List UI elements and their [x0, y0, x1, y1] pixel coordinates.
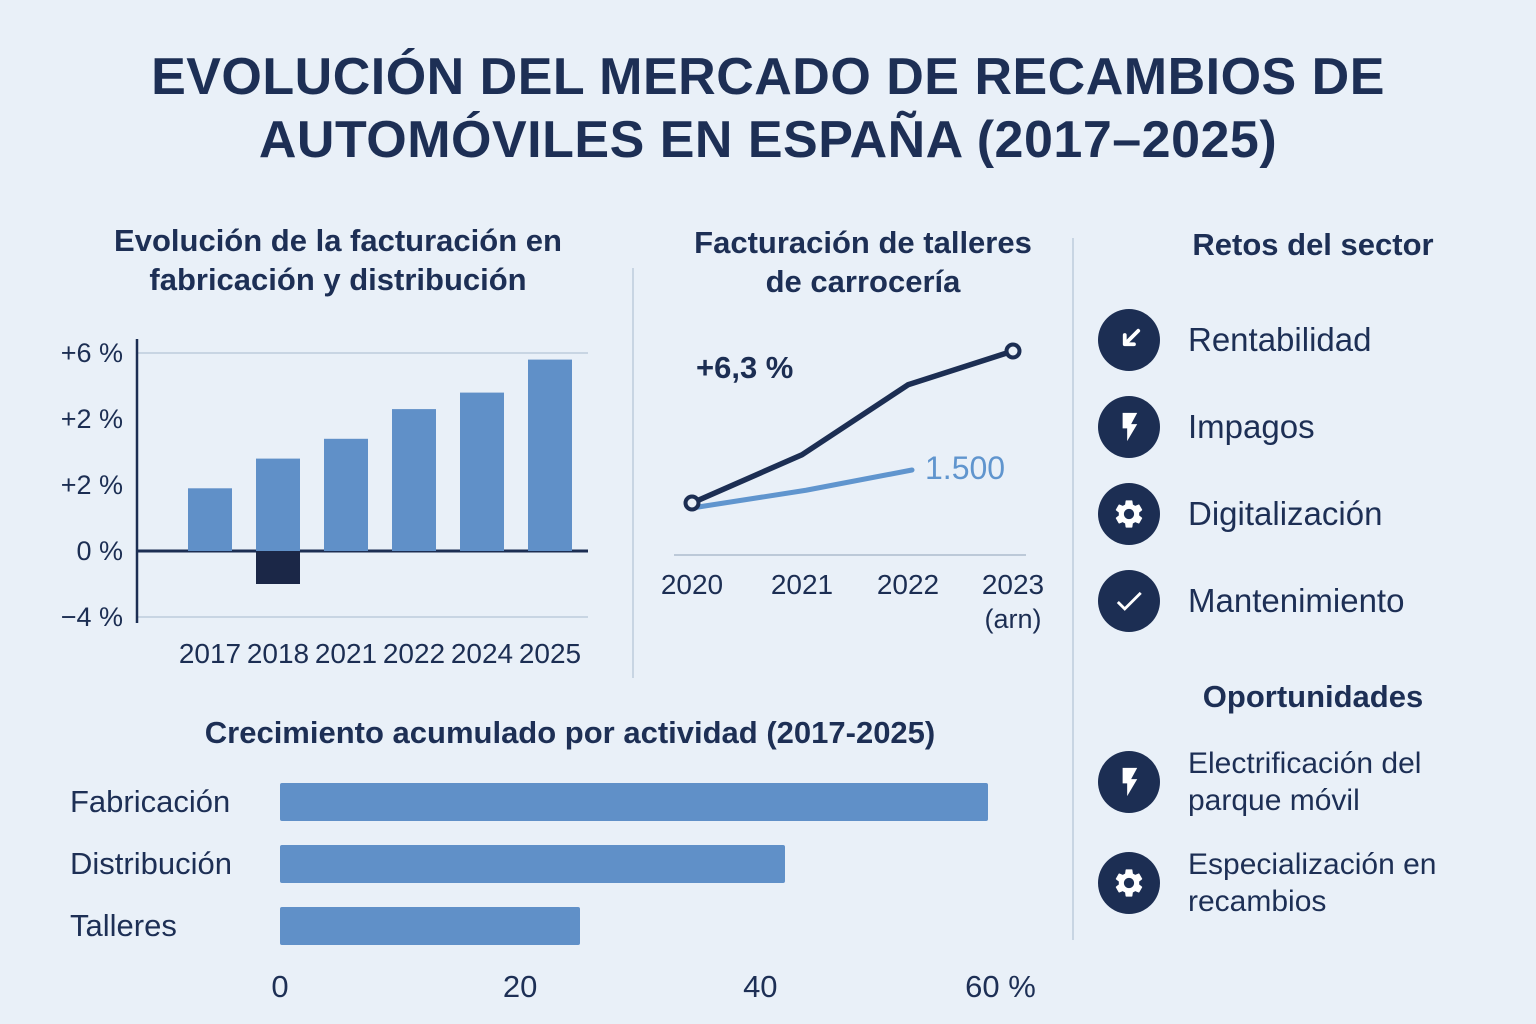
svg-text:2020: 2020	[661, 569, 723, 600]
growth-row: Fabricación	[70, 782, 1070, 821]
svg-text:2023: 2023	[982, 569, 1044, 600]
growth-row-label: Talleres	[70, 907, 177, 943]
sector-item-label: Rentabilidad	[1188, 320, 1372, 358]
sector-item: Mantenimiento	[1098, 569, 1528, 632]
growth-row-track	[280, 844, 1040, 883]
sector-item: Especialización en recambios	[1098, 846, 1528, 921]
svg-text:+6,3 %: +6,3 %	[696, 350, 793, 385]
growth-row-bar	[280, 906, 581, 945]
svg-text:+2 %: +2 %	[61, 470, 123, 500]
bolt-icon	[1098, 395, 1160, 458]
workshops-line-chart: Facturación de talleres de carrocería 20…	[648, 224, 1078, 658]
sector-item-label: Especialización en recambios	[1188, 847, 1437, 919]
page-title: EVOLUCIÓN DEL MERCADO DE RECAMBIOS DE AU…	[151, 48, 1385, 170]
growth-ticks: 0 20 40 60 %	[271, 968, 1040, 1011]
sector-item-label: Digitalización	[1188, 494, 1383, 532]
growth-row-track	[280, 906, 1040, 945]
sector-item-label: Electrificación del parque móvil	[1188, 746, 1422, 818]
growth-rows: Fabricación Distribución Talleres	[70, 782, 1070, 945]
growth-row-bar	[280, 844, 785, 883]
growth-row-track	[280, 782, 1040, 821]
svg-text:2022: 2022	[877, 569, 939, 600]
growth-bar-chart: Crecimiento acumulado por actividad (201…	[70, 714, 1070, 1011]
opportunities-list: Electrificación del parque móvil Especial…	[1098, 745, 1528, 921]
svg-text:2021: 2021	[315, 638, 377, 669]
sector-sidebar: Retos del sector Rentabilidad Impagos Digi…	[1098, 226, 1528, 921]
workshops-chart-canvas: 2020 2021 2022 2023 (arn) +6,3 % 1.500	[661, 342, 1044, 634]
opportunities-title: Oportunidades	[1202, 678, 1424, 714]
growth-row: Distribución	[70, 844, 1070, 883]
growth-row-bar	[280, 782, 989, 821]
divider-vertical-right	[1072, 238, 1074, 940]
billing-chart-canvas: +6 % +2 % +2 % 0 % −4 % 2017 2018 2021 2022 2024 2…	[61, 338, 588, 669]
svg-text:2022: 2022	[383, 638, 445, 669]
workshops-chart-title: Facturación de talleres de carrocería	[694, 225, 1032, 299]
growth-chart-title: Crecimiento acumulado por actividad (201…	[204, 715, 936, 750]
challenges-list: Rentabilidad Impagos Digitalización Manteni…	[1098, 308, 1528, 632]
svg-text:2025: 2025	[519, 638, 581, 669]
growth-axis-tick: 40	[743, 968, 778, 1004]
svg-text:2021: 2021	[771, 569, 833, 600]
svg-text:2024: 2024	[451, 638, 513, 669]
svg-text:2017: 2017	[179, 638, 241, 669]
growth-row-label: Fabricación	[70, 783, 231, 819]
growth-row-label: Distribución	[70, 845, 232, 881]
sector-item: Impagos	[1098, 395, 1528, 458]
arrow-down-icon	[1098, 308, 1160, 371]
challenges-title: Retos del sector	[1192, 227, 1434, 262]
check-icon	[1098, 569, 1160, 632]
svg-text:+2 %: +2 %	[61, 404, 123, 434]
svg-text:(arn): (arn)	[984, 604, 1041, 634]
billing-chart-title: Evolución de la facturación en fabricaci…	[114, 223, 562, 297]
svg-text:−4 %: −4 %	[61, 602, 123, 632]
growth-row: Talleres	[70, 906, 1070, 945]
svg-text:0 %: 0 %	[76, 536, 123, 566]
gear-icon	[1098, 482, 1160, 545]
sector-item-label: Impagos	[1188, 407, 1315, 445]
sector-item: Electrificación del parque móvil	[1098, 745, 1528, 820]
svg-text:2018: 2018	[247, 638, 309, 669]
sector-item: Rentabilidad	[1098, 308, 1528, 371]
gear-icon	[1098, 852, 1160, 914]
svg-text:1.500: 1.500	[925, 450, 1005, 486]
sector-item: Digitalización	[1098, 482, 1528, 545]
sector-item-label: Mantenimiento	[1188, 581, 1405, 619]
growth-axis-tick: 0	[271, 968, 289, 1004]
growth-axis-tick: 20	[502, 968, 538, 1004]
bolt-icon	[1098, 751, 1160, 813]
growth-axis-tick: 60 %	[965, 968, 1036, 1004]
svg-text:+6 %: +6 %	[61, 338, 123, 368]
billing-bar-chart: Evolución de la facturación en fabricaci…	[48, 222, 628, 680]
divider-vertical-left	[632, 268, 634, 678]
